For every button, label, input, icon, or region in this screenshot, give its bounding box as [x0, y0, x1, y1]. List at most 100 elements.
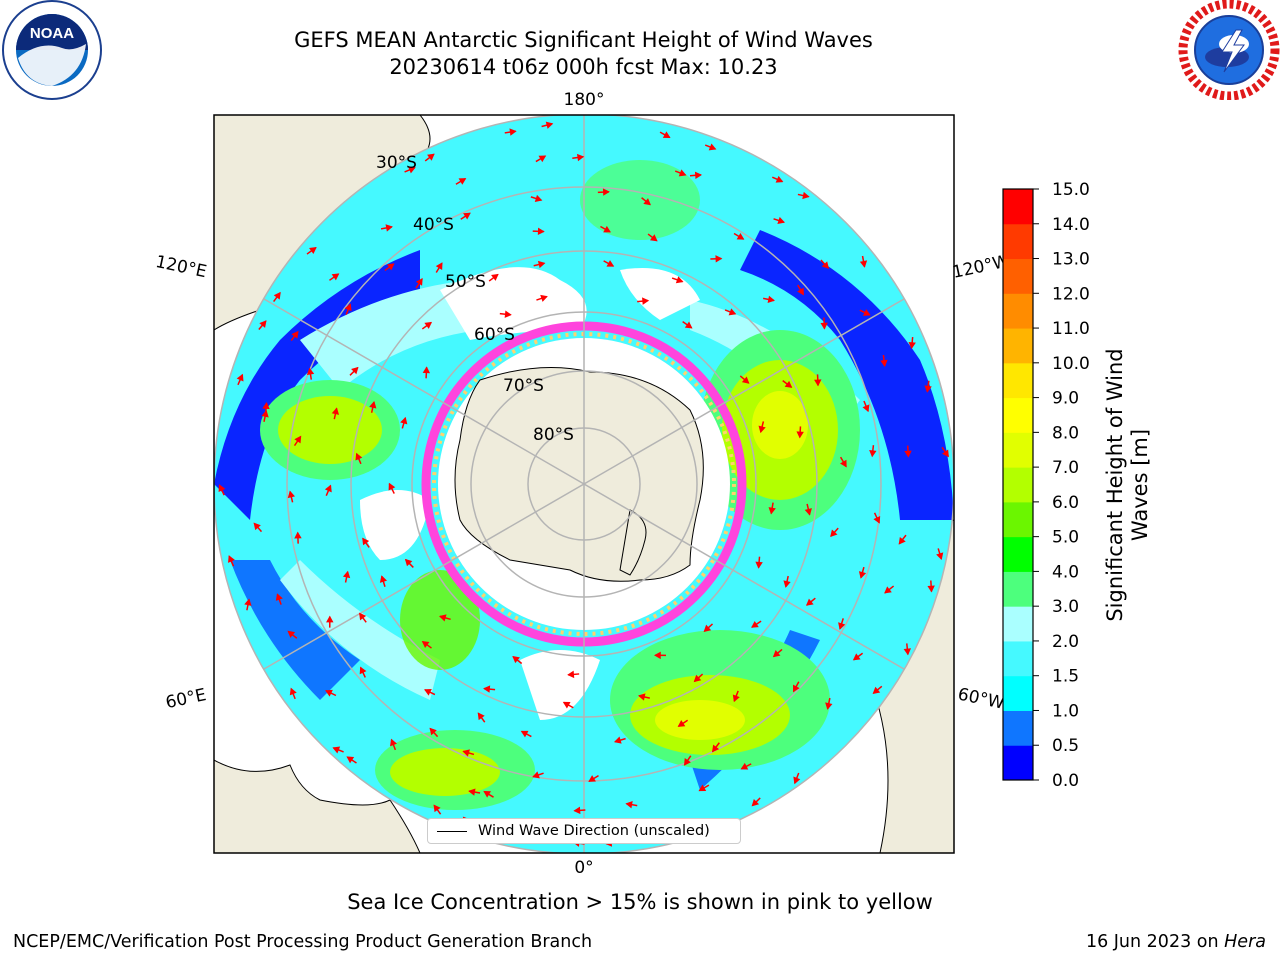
wave-arrow-head	[698, 784, 707, 792]
wave-arrow-head	[840, 459, 847, 468]
wave-arrow-head	[359, 612, 367, 621]
wave-arrow-head	[793, 684, 800, 693]
wave-arrow-head	[462, 749, 470, 757]
wave-arrow-head	[287, 630, 296, 638]
wave-arrow-head	[351, 366, 359, 375]
wave-arrow-head	[694, 171, 703, 180]
nws-logo	[1178, 0, 1280, 100]
wave-arrow-head	[898, 537, 906, 545]
wave-arrow-head	[532, 771, 540, 779]
wave-arrow-head	[576, 153, 585, 162]
wave-arrow-head	[439, 614, 447, 622]
wave-arrow-head	[390, 738, 397, 747]
wave-arrow-head	[309, 247, 317, 255]
wave-arrow-head	[259, 320, 267, 328]
wave-arrow-head	[362, 537, 370, 546]
wave-arrow-head	[228, 555, 235, 563]
chart-title: GEFS MEAN Antarctic Significant Height o…	[294, 28, 873, 52]
wave-arrow-head	[924, 385, 932, 393]
wave-arrow-head	[325, 689, 333, 697]
noaa-logo-text: NOAA	[30, 25, 74, 42]
wave-arrow-head	[740, 762, 749, 770]
wave-arrow-head	[538, 155, 547, 163]
map-frame	[213, 114, 955, 854]
wave-arrow-head	[838, 622, 846, 630]
wave-arrow-head	[873, 515, 881, 524]
wave-arrow-head	[625, 801, 633, 809]
wave-arrow-head	[675, 276, 684, 284]
wave-arrow-head	[379, 575, 388, 583]
wave-arrow-head	[772, 649, 781, 658]
lon-label-0: 0°	[574, 858, 593, 878]
wave-arrow-head	[821, 261, 830, 269]
wave-arrow-head	[404, 558, 413, 567]
wave-arrow-head	[458, 178, 467, 185]
wave-arrow-head	[236, 373, 244, 382]
wave-arrow-head	[433, 804, 441, 813]
wave-arrow-head	[421, 640, 430, 648]
wave-arrow-head	[326, 615, 334, 623]
wave-arrow-head	[775, 175, 784, 183]
wave-arrow-head	[638, 693, 646, 701]
wave-arrow-head	[294, 435, 302, 444]
land-antarctic-peninsula	[619, 509, 647, 576]
wave-arrow-head	[262, 401, 270, 410]
wave-arrow-head	[520, 730, 529, 738]
wave-arrow-head	[369, 400, 377, 409]
wave-arrow-head	[728, 308, 737, 316]
wave-arrow-head	[768, 507, 776, 515]
wave-arrow-head	[830, 529, 838, 538]
run-date: 16 Jun 2023 on Hera	[1086, 932, 1266, 952]
wave-arrow-head	[562, 701, 571, 709]
wave-arrow-head	[793, 776, 801, 785]
wave-arrow-head	[858, 571, 867, 579]
wave-arrow-head	[534, 194, 543, 202]
wave-arrow-head	[653, 651, 661, 660]
branch-credit: NCEP/EMC/Verification Post Processing Pr…	[13, 932, 593, 952]
wave-arrow-head	[588, 775, 596, 782]
wave-arrow-head	[275, 593, 283, 601]
wave-arrow-head	[859, 260, 868, 268]
wave-arrow-head	[435, 262, 443, 270]
wave-arrow-head	[767, 295, 775, 304]
wave-arrow-head	[784, 380, 793, 388]
wave-arrow-head	[805, 598, 814, 606]
sea-ice-note: Sea Ice Concentration > 15% is shown in …	[347, 890, 933, 914]
wave-arrow-head	[491, 273, 499, 281]
wave-arrow-head	[422, 366, 431, 374]
wave-arrow-head	[712, 744, 720, 753]
wave-arrow-head	[683, 758, 691, 766]
wave-arrow-head	[540, 294, 548, 302]
lon-label-120w: 120°W	[951, 251, 1012, 283]
chart-subtitle: 20230614 t06z 000h fcst Max: 10.23	[389, 55, 778, 79]
wave-arrow-head	[751, 620, 759, 628]
wave-arrow-head	[537, 260, 546, 269]
wave-arrow-head	[415, 278, 423, 286]
wave-arrow-head	[332, 746, 341, 754]
wave-direction-arrows	[218, 121, 949, 847]
lat-label-50s: 50°S	[445, 272, 486, 292]
wave-arrow-head	[512, 656, 520, 664]
wave-arrow-head	[904, 450, 912, 458]
wave-arrow-head	[678, 169, 687, 177]
wave-arrow-head	[814, 379, 822, 387]
wave-arrow-head	[927, 585, 935, 593]
wave-arrow-head	[429, 727, 437, 736]
wave-arrow-head	[408, 166, 416, 174]
wave-arrow-head	[662, 131, 671, 138]
wave-arrow-head	[504, 310, 512, 318]
wave-arrow-head	[872, 686, 881, 695]
wave-arrow-head	[388, 482, 396, 491]
wave-arrow-head	[884, 586, 892, 594]
wave-arrow-head	[483, 790, 491, 798]
colorbar-label: Significant Height of Wind Waves [m]	[1103, 348, 1152, 622]
wave-arrow-head	[468, 788, 476, 796]
wave-arrow-head	[537, 227, 545, 236]
wave-arrow-head	[331, 407, 340, 415]
lon-label-120e: 120°E	[154, 252, 209, 282]
wave-arrow-head	[880, 359, 888, 367]
wave-arrow-head	[643, 198, 651, 206]
wave-arrow-head	[355, 452, 363, 461]
wave-arrow-head	[606, 260, 615, 267]
